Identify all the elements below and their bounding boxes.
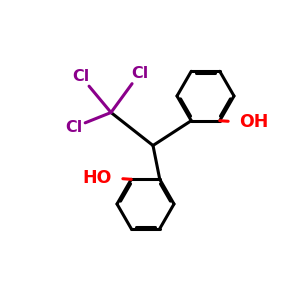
Text: Cl: Cl	[72, 69, 90, 84]
Text: Cl: Cl	[131, 66, 148, 81]
Text: Cl: Cl	[65, 120, 82, 135]
Text: HO: HO	[82, 169, 112, 187]
Text: OH: OH	[239, 113, 268, 131]
